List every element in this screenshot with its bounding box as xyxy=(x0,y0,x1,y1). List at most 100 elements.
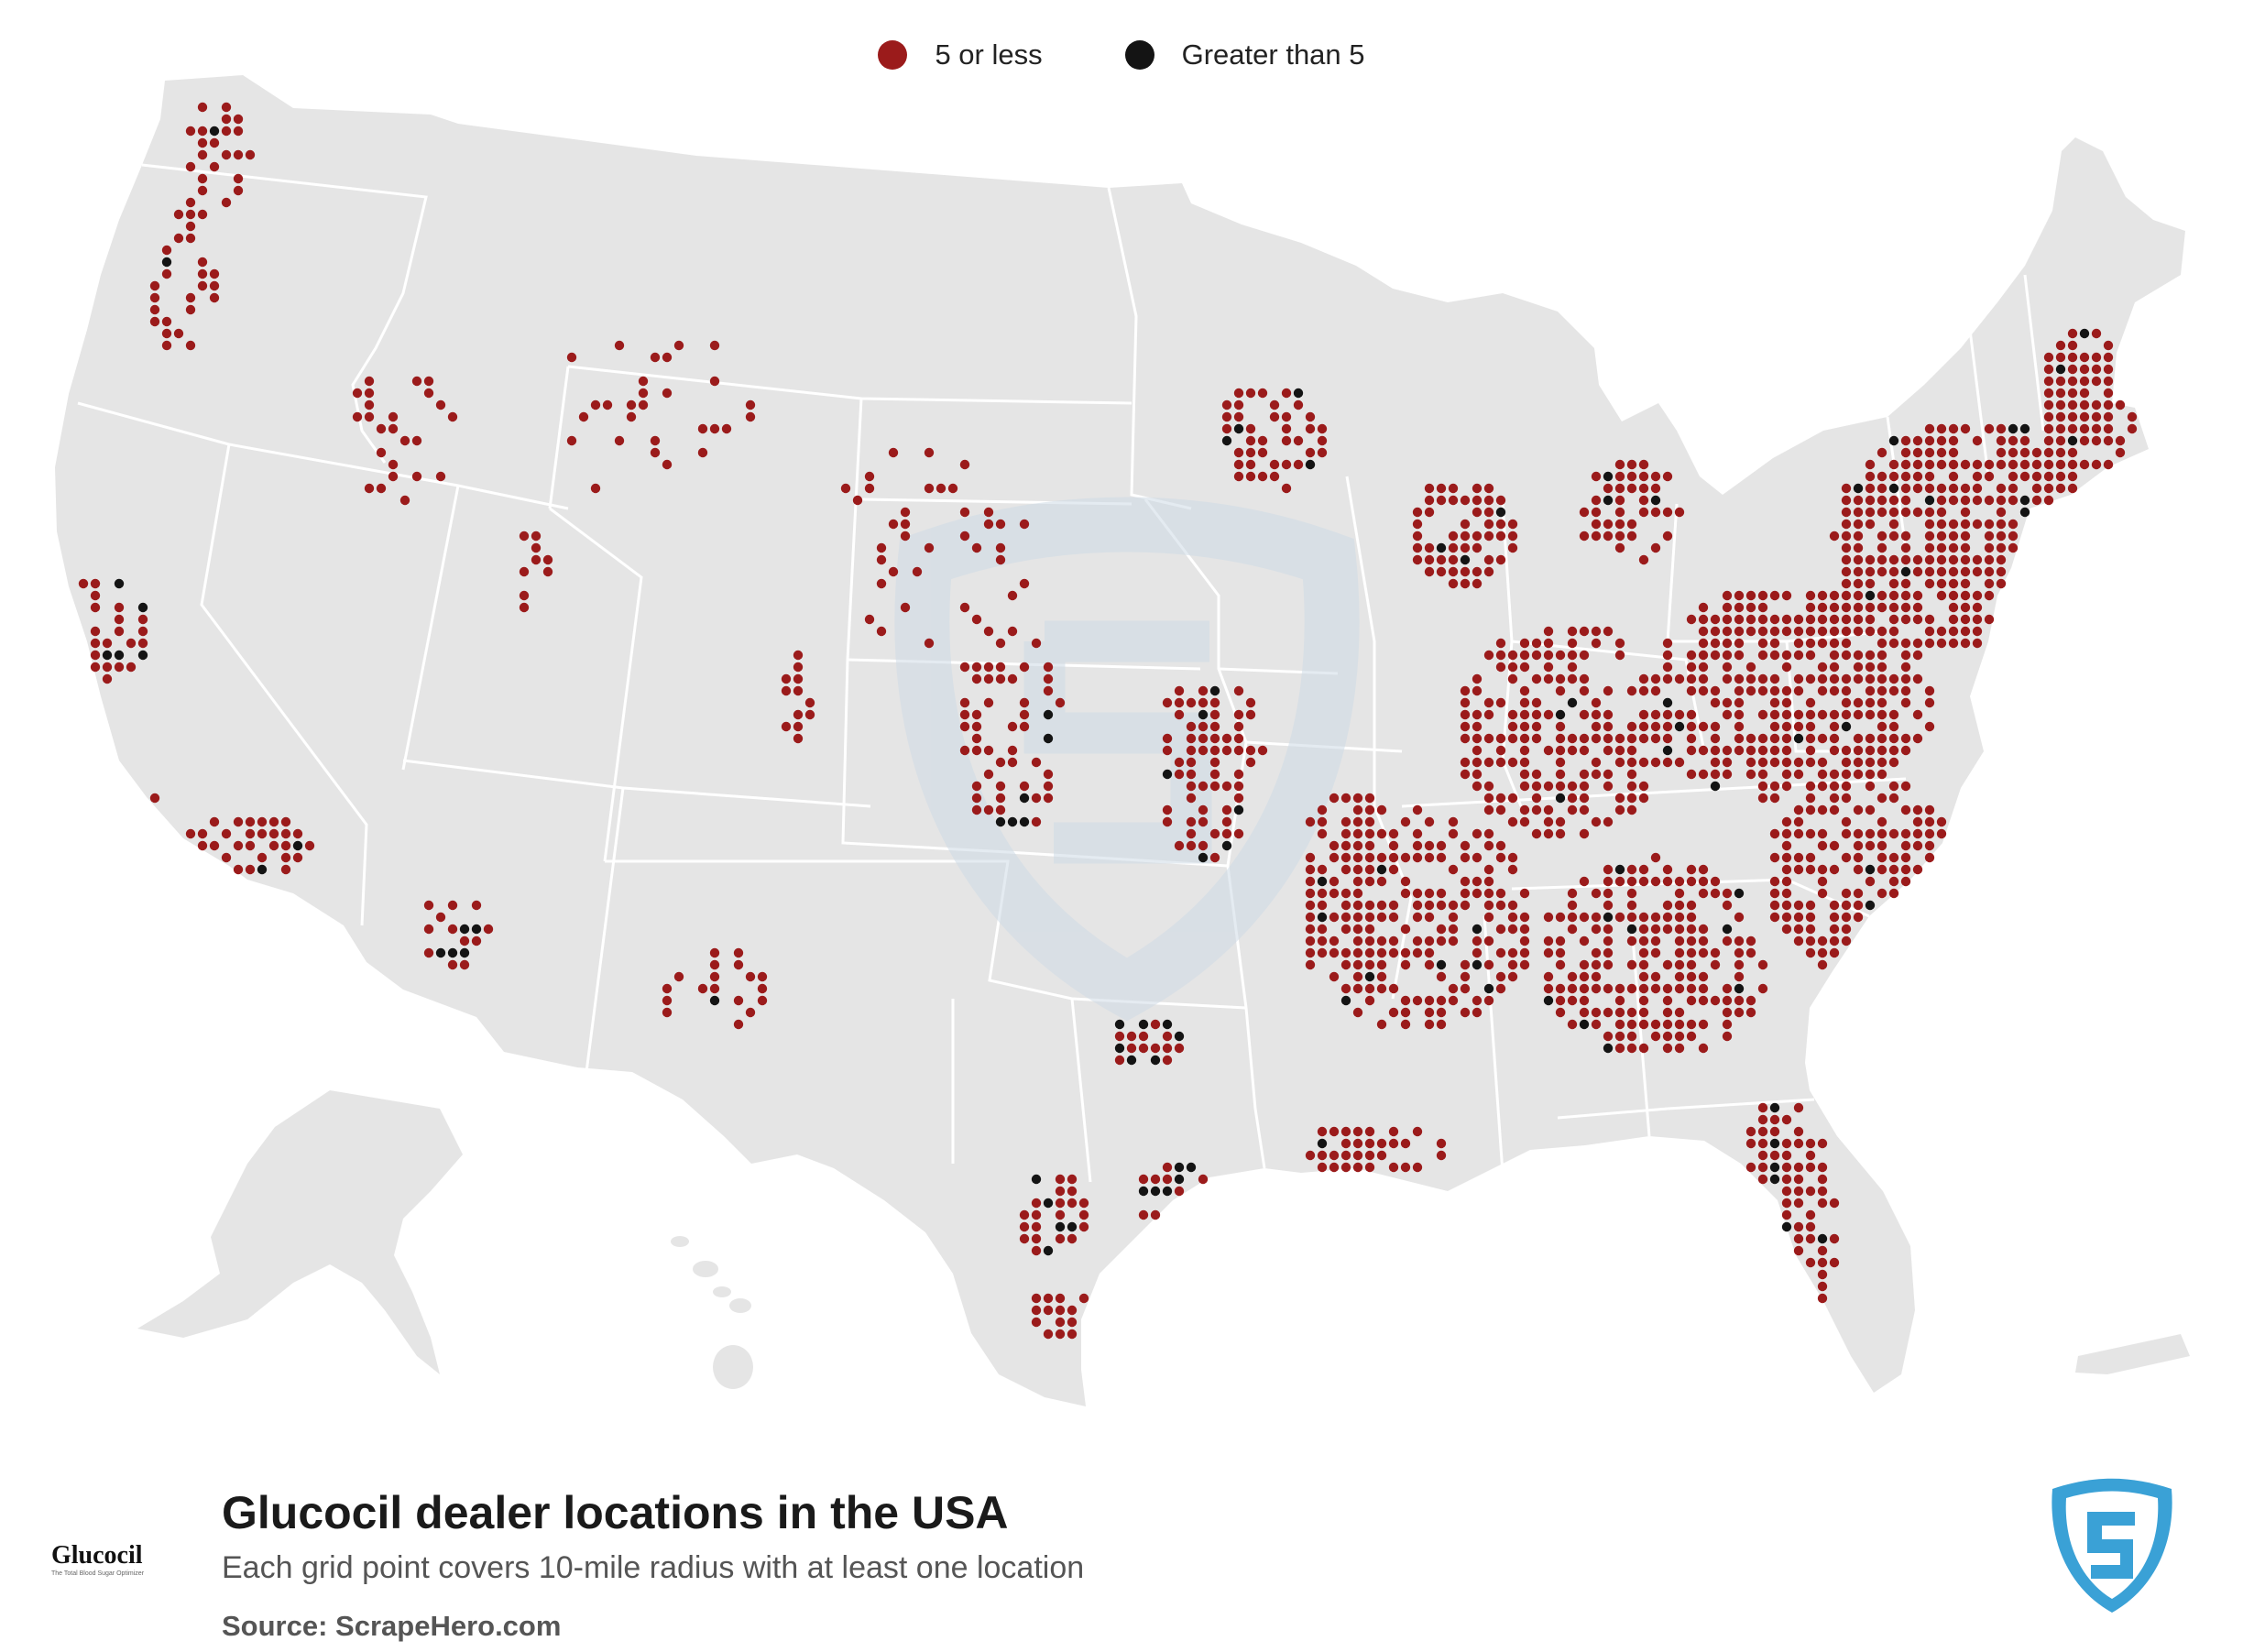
dealer-dot-low xyxy=(280,864,291,875)
dealer-dot-low xyxy=(90,662,101,673)
dealer-dot-low xyxy=(1043,781,1054,792)
dealer-dot-low xyxy=(1460,983,1471,994)
dealer-dot-low xyxy=(971,781,982,792)
dealer-dot-low xyxy=(1781,1186,1792,1197)
dealer-dot-low xyxy=(1186,745,1197,756)
dealer-dot-low xyxy=(1460,697,1471,708)
dealer-dot-low xyxy=(1972,626,1983,637)
dealer-dot-low xyxy=(1734,995,1745,1006)
dealer-dot-high xyxy=(1317,912,1328,923)
dealer-dot-low xyxy=(435,912,446,923)
dealer-dot-low xyxy=(1340,888,1351,899)
dealer-dot-low xyxy=(1805,781,1816,792)
scrapehero-watermark xyxy=(894,497,1360,1022)
dealer-dot-low xyxy=(1888,495,1899,506)
dealer-dot-low xyxy=(1376,935,1387,946)
dealer-dot-low xyxy=(1221,733,1232,744)
dealer-dot-low xyxy=(1638,685,1649,696)
dealer-dot-low xyxy=(1888,888,1899,899)
dealer-dot-low xyxy=(149,304,160,315)
dealer-dot-low xyxy=(1865,662,1876,673)
dealer-dot-low xyxy=(1936,626,1947,637)
dealer-dot-low xyxy=(1483,733,1494,744)
dealer-dot-low xyxy=(709,340,720,351)
dealer-dot-low xyxy=(1340,947,1351,958)
dealer-dot-low xyxy=(1531,733,1542,744)
dealer-dot-low xyxy=(1376,947,1387,958)
dealer-dot-low xyxy=(1388,912,1399,923)
dealer-dot-low xyxy=(1472,828,1483,839)
dealer-dot-low xyxy=(1757,1174,1768,1185)
dealer-dot-low xyxy=(721,423,732,434)
dealer-dot-low xyxy=(1483,554,1494,565)
dealer-dot-low xyxy=(1067,1198,1078,1209)
dealer-dot-low xyxy=(2067,411,2078,422)
dealer-dot-low xyxy=(1340,840,1351,851)
dealer-dot-low xyxy=(1614,495,1625,506)
dealer-dot-low xyxy=(1043,662,1054,673)
dealer-dot-low xyxy=(995,757,1006,768)
dealer-dot-low xyxy=(1853,709,1864,720)
dealer-dot-low xyxy=(161,340,172,351)
dealer-dot-low xyxy=(1448,542,1459,553)
dealer-dot-low xyxy=(745,399,756,410)
dealer-dot-low xyxy=(1805,900,1816,911)
dealer-dot-low xyxy=(1817,828,1828,839)
dealer-dot-low xyxy=(1126,1031,1137,1042)
dealer-dot-low xyxy=(1638,507,1649,518)
dealer-dot-low xyxy=(1221,423,1232,434)
dealer-dot-high xyxy=(1483,983,1494,994)
dealer-dot-low xyxy=(1674,757,1685,768)
dealer-dot-low xyxy=(840,483,851,494)
dealer-dot-low xyxy=(423,900,434,911)
dealer-dot-low xyxy=(1626,685,1637,696)
dealer-dot-low xyxy=(1674,507,1685,518)
dealer-dot-low xyxy=(1591,495,1602,506)
dealer-dot-low xyxy=(1638,673,1649,684)
dealer-dot-low xyxy=(1364,864,1375,875)
dealer-dot-high xyxy=(1174,1031,1185,1042)
dealer-dot-low xyxy=(1198,697,1209,708)
dealer-dot-low xyxy=(280,852,291,863)
dealer-dot-low xyxy=(1388,935,1399,946)
dealer-dot-high xyxy=(1031,1174,1042,1185)
dealer-dot-low xyxy=(1305,935,1316,946)
dealer-dot-low xyxy=(1686,995,1697,1006)
dealer-dot-low xyxy=(1352,1007,1363,1018)
dealer-dot-low xyxy=(1424,554,1435,565)
dealer-dot-high xyxy=(1924,495,1935,506)
dealer-dot-low xyxy=(1460,876,1471,887)
dealer-dot-low xyxy=(1567,650,1578,661)
dealer-dot-low xyxy=(1233,471,1244,482)
dealer-dot-low xyxy=(1876,542,1887,553)
dealer-dot-low xyxy=(1055,1317,1066,1328)
dealer-dot-low xyxy=(1436,935,1447,946)
dealer-dot-low xyxy=(1865,614,1876,625)
dealer-dot-low xyxy=(1984,531,1995,542)
dealer-dot-low xyxy=(1233,721,1244,732)
dealer-dot-high xyxy=(2067,435,2078,446)
dealer-dot-low xyxy=(1888,709,1899,720)
dealer-dot-low xyxy=(1674,983,1685,994)
dealer-dot-low xyxy=(1376,1019,1387,1030)
dealer-dot-low xyxy=(1340,924,1351,935)
dealer-dot-low xyxy=(1900,495,1911,506)
dealer-dot-low xyxy=(221,852,232,863)
dealer-dot-low xyxy=(173,328,184,339)
dealer-dot-low xyxy=(1757,709,1768,720)
dealer-dot-low xyxy=(149,280,160,291)
dealer-dot-low xyxy=(1900,435,1911,446)
dealer-dot-low xyxy=(1829,685,1840,696)
dealer-dot-low xyxy=(1591,519,1602,530)
dealer-dot-low xyxy=(1352,1162,1363,1173)
dealer-dot-low xyxy=(1841,483,1852,494)
dealer-dot-low xyxy=(1626,793,1637,804)
dealer-dot-low xyxy=(2079,423,2090,434)
dealer-dot-low xyxy=(578,411,589,422)
dealer-dot-low xyxy=(1603,959,1614,970)
dealer-dot-low xyxy=(1888,757,1899,768)
dealer-dot-low xyxy=(602,399,613,410)
dealer-dot-low xyxy=(1650,935,1661,946)
dealer-dot-low xyxy=(924,638,935,649)
dealer-dot-low xyxy=(1793,650,1804,661)
